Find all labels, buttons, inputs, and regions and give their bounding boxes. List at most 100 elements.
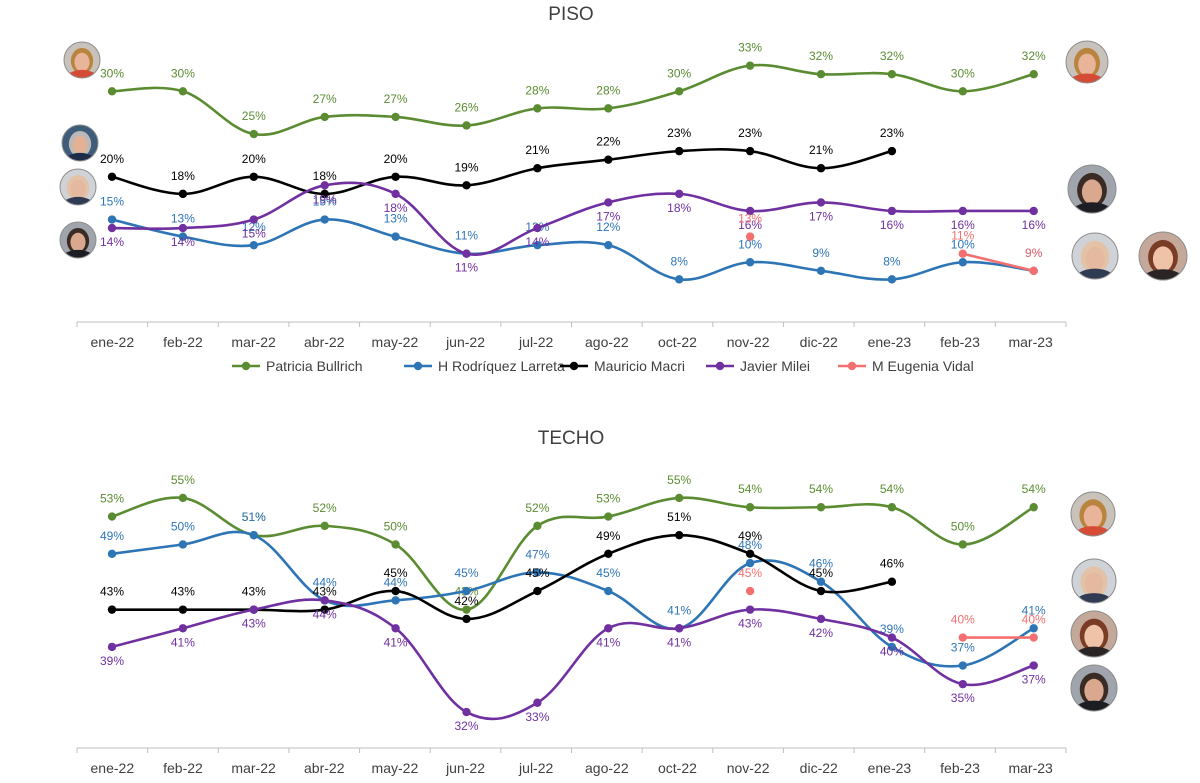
x-tick-label: feb-23 [940, 334, 980, 350]
data-point [958, 249, 967, 258]
data-label: 55% [667, 473, 691, 487]
legend-marker [241, 361, 251, 371]
data-label: 9% [1025, 246, 1043, 260]
x-tick-label: jun-22 [445, 334, 485, 350]
series-patricia-bullrich: 53% 55% 51% 52% 50% 43% 52% 53% 55% 54% 54% 54% 50% 5… [100, 473, 1046, 614]
data-point [1029, 503, 1038, 512]
data-label: 45% [525, 566, 549, 580]
data-label: 41% [384, 635, 408, 649]
data-label: 47% [525, 547, 549, 561]
x-tick-label: ene-23 [868, 334, 912, 350]
data-point [391, 172, 400, 181]
data-label: 44% [384, 575, 408, 589]
data-label: 30% [100, 66, 124, 80]
data-point [816, 164, 826, 173]
data-point [745, 558, 755, 568]
data-point [675, 146, 684, 156]
x-tick-label: mar-23 [1008, 334, 1053, 350]
data-label: 50% [171, 519, 195, 533]
data-label: 12% [596, 220, 620, 234]
data-label: 19% [454, 160, 478, 174]
data-label: 11% [455, 229, 478, 243]
data-label: 13% [384, 212, 408, 226]
data-label: 11% [951, 229, 974, 243]
data-point [604, 624, 613, 633]
data-label: 48% [738, 538, 762, 552]
data-point [391, 596, 400, 605]
data-label: 27% [384, 92, 408, 106]
data-label: 40% [1022, 613, 1046, 627]
data-point [745, 232, 755, 241]
data-point [745, 549, 755, 558]
legend-marker [569, 361, 579, 371]
data-label: 43% [171, 585, 195, 599]
data-point [816, 586, 826, 596]
chart-piso: ene-22 feb-22 mar-22 abr-22 may-22 jun-22 jul-… [76, 41, 1067, 350]
data-point [178, 87, 188, 96]
data-label: 54% [1022, 482, 1046, 496]
x-tick-label: may-22 [372, 760, 419, 776]
data-point [958, 258, 967, 267]
x-tick-label: ene-22 [91, 334, 135, 350]
data-point [107, 215, 117, 224]
data-label: 33% [738, 41, 762, 55]
data-point [887, 577, 897, 586]
data-label: 41% [1022, 603, 1046, 617]
avatar-javier-milei [1070, 664, 1118, 712]
data-point [391, 232, 400, 241]
data-point [604, 549, 613, 558]
series-mauricio-macri: 43% 43% 43% 43%45%42%45%49%51%49%45%46% [100, 510, 904, 624]
data-point [1029, 266, 1038, 276]
data-label: 32% [809, 49, 833, 63]
data-label: 23% [667, 126, 691, 140]
data-point [249, 240, 258, 250]
data-label: 51% [242, 510, 266, 524]
data-label: 49% [738, 529, 762, 543]
data-label: 41% [667, 603, 691, 617]
data-label: 54% [738, 482, 762, 496]
data-label: 21% [525, 143, 549, 157]
data-point [533, 698, 542, 707]
data-point [604, 586, 613, 596]
data-point [887, 642, 897, 652]
data-point [745, 258, 755, 267]
data-label: 8% [671, 254, 689, 268]
x-tick-label: feb-22 [163, 334, 203, 350]
data-point [178, 232, 188, 241]
chart-title-techo: TECHO [538, 428, 605, 449]
chart-title-piso: PISO [548, 4, 593, 25]
data-label: 43% [242, 617, 266, 631]
data-point [816, 198, 826, 207]
legend-marker [847, 361, 857, 371]
data-point [604, 155, 613, 164]
data-point [320, 215, 329, 224]
data-label: 28% [525, 83, 549, 97]
data-point [1029, 624, 1038, 633]
series-line [962, 252, 1035, 273]
data-point [533, 568, 542, 577]
data-label: 23% [880, 126, 904, 140]
data-label: 50% [951, 519, 975, 533]
data-point [887, 503, 897, 512]
data-label: 39% [880, 622, 904, 636]
data-label: 52% [525, 501, 549, 515]
data-label: 46% [880, 557, 904, 571]
data-label: 16% [880, 218, 904, 232]
legend-label: Patricia Bullrich [266, 358, 362, 374]
data-label: 43% [100, 585, 124, 599]
series-line [111, 181, 1034, 257]
data-point [178, 624, 188, 633]
data-point [462, 605, 471, 614]
data-point [462, 181, 471, 190]
data-label: 30% [171, 66, 195, 80]
data-point [816, 266, 826, 276]
data-label: 51% [667, 510, 691, 524]
x-tick-label: nov-22 [727, 334, 770, 350]
data-label: 40% [951, 613, 975, 627]
data-label: 42% [809, 626, 833, 640]
data-point [958, 206, 967, 216]
data-label: 12% [242, 220, 266, 234]
avatar-patricia-bullrich [63, 41, 101, 79]
data-point [1029, 69, 1038, 79]
